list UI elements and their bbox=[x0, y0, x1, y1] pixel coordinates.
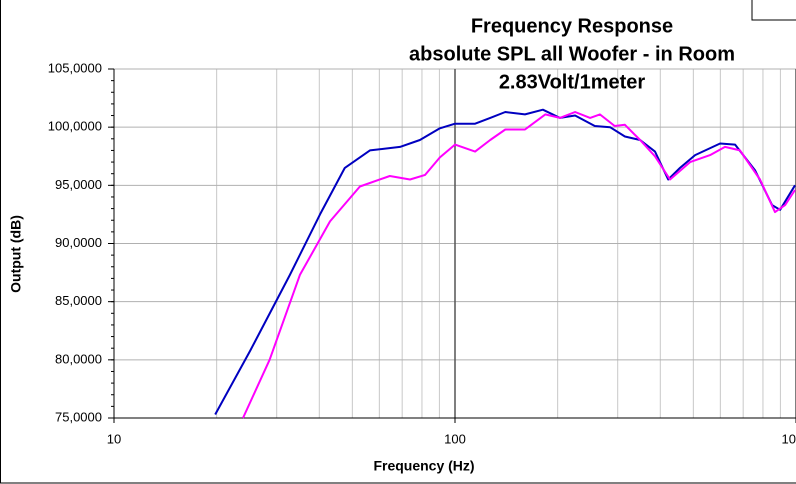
corner-box bbox=[751, 0, 796, 21]
series-line bbox=[242, 111, 796, 419]
y-tick-label: 95,0000 bbox=[55, 177, 102, 192]
y-tick-label: 85,0000 bbox=[55, 293, 102, 308]
chart-title: Frequency Response bbox=[471, 15, 673, 37]
x-tick-label: 10 bbox=[107, 431, 121, 446]
y-tick-label: 105,0000 bbox=[48, 60, 102, 75]
x-tick-label: 100 bbox=[444, 431, 466, 446]
y-tick-label: 100,0000 bbox=[48, 119, 102, 134]
chart-subtitle: absolute SPL all Woofer - in Room bbox=[409, 43, 735, 65]
y-axis-label: Output (dB) bbox=[8, 215, 24, 293]
y-tick-label: 80,0000 bbox=[55, 351, 102, 366]
plot bbox=[214, 108, 796, 419]
y-tick-label: 90,0000 bbox=[55, 235, 102, 250]
x-tick-label: 1000 bbox=[782, 431, 796, 446]
grid: 75,0000 80,0000 85,0000 90,0000 95,0000 100,0… bbox=[48, 60, 796, 446]
y-tick-label: 75,0000 bbox=[55, 409, 102, 424]
annotation: 2.83Volt/1meter bbox=[499, 71, 646, 93]
x-axis-label: Frequency (Hz) bbox=[373, 458, 474, 474]
